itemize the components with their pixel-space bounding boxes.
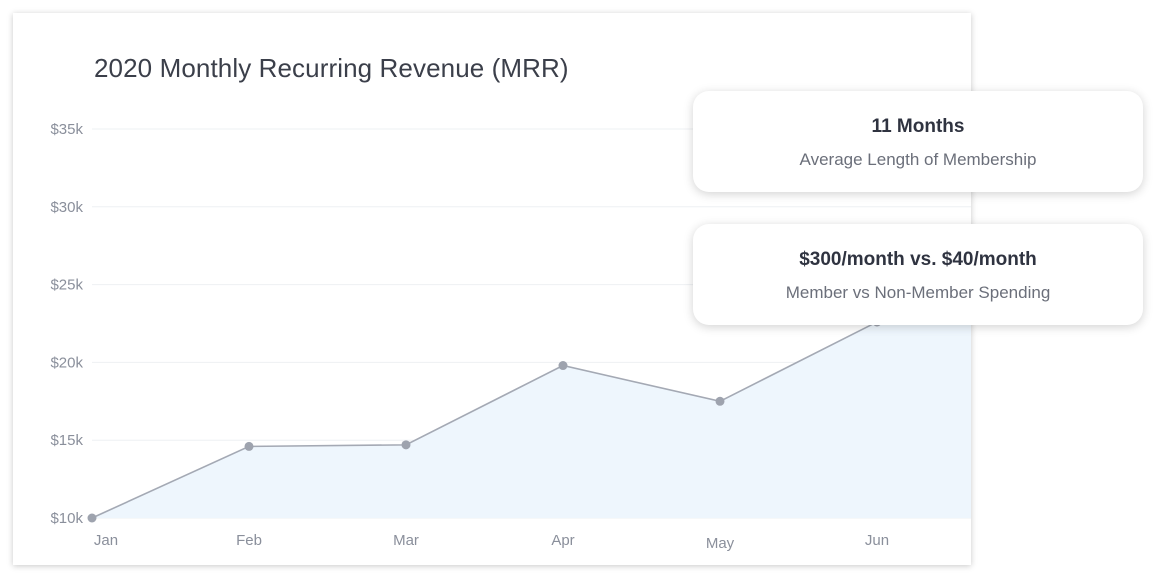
x-tick-label: Jan: [94, 532, 118, 549]
y-tick-label: $20k: [50, 354, 83, 371]
data-point: [87, 513, 97, 523]
y-tick-label: $35k: [50, 121, 83, 138]
chart-title: 2020 Monthly Recurring Revenue (MRR): [94, 53, 569, 83]
y-tick-label: $25k: [50, 277, 83, 294]
x-tick-label: Apr: [551, 532, 574, 549]
x-tick-label: May: [706, 535, 735, 552]
x-tick-label: Mar: [393, 532, 419, 549]
data-point: [715, 396, 725, 406]
data-point: [244, 441, 254, 451]
x-tick-label: Feb: [236, 532, 262, 549]
stat-value: 11 Months: [871, 116, 965, 137]
y-tick-label: $15k: [50, 432, 83, 449]
stat-card-membership-length: 11 Months Average Length of Membership: [693, 91, 1143, 192]
y-tick-label: $10k: [50, 510, 83, 527]
stat-value: $300/month vs. $40/month: [799, 249, 1037, 270]
data-point: [401, 440, 411, 450]
data-point: [558, 361, 568, 371]
stat-label: Member vs Non-Member Spending: [785, 283, 1051, 302]
x-tick-label: Jun: [865, 532, 889, 549]
stat-card-spending: $300/month vs. $40/month Member vs Non-M…: [693, 224, 1143, 325]
area-fill: [92, 271, 971, 518]
stat-label: Average Length of Membership: [799, 150, 1037, 169]
y-tick-label: $30k: [50, 199, 83, 216]
y-axis: $10k $15k $20k $25k $30k $35k: [50, 121, 83, 527]
x-axis: Jan Feb Mar Apr May Jun: [94, 532, 889, 552]
